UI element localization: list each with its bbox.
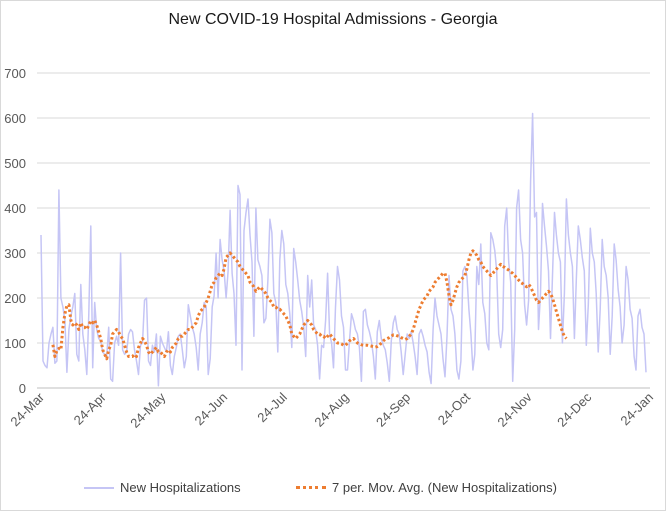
series-line-moving-average	[51, 249, 568, 361]
x-tick-label: 24-Oct	[435, 389, 473, 427]
legend-item-moving-average: 7 per. Mov. Avg. (New Hospitalizations)	[296, 480, 557, 495]
y-tick-label: 200	[4, 291, 26, 306]
y-tick-label: 100	[4, 336, 26, 351]
x-tick-label: 24-Apr	[71, 389, 110, 428]
series-line-new-hospitalizations	[40, 112, 647, 387]
x-tick-label: 24-Dec	[554, 389, 595, 430]
y-tick-label: 400	[4, 201, 26, 216]
x-tick-label: 24-Aug	[311, 390, 351, 430]
x-tick-label: 24-Nov	[494, 389, 535, 430]
x-tick-label: 24-Mar	[7, 389, 47, 429]
y-tick-label: 300	[4, 246, 26, 261]
y-tick-label: 0	[19, 381, 26, 396]
legend-label: New Hospitalizations	[120, 480, 241, 495]
x-tick-label: 24-Jan	[617, 390, 656, 429]
legend-swatch-solid	[84, 486, 114, 489]
y-tick-label: 500	[4, 156, 26, 171]
legend-label: 7 per. Mov. Avg. (New Hospitalizations)	[332, 480, 557, 495]
x-tick-label: 24-Jul	[254, 389, 290, 425]
x-tick-label: 24-Sep	[373, 390, 413, 430]
x-tick-label: 24-Jun	[191, 390, 230, 429]
legend-item-new-hospitalizations: New Hospitalizations	[84, 480, 241, 495]
chart-title: New COVID-19 Hospital Admissions - Georg…	[168, 11, 498, 28]
y-tick-label: 600	[4, 111, 26, 126]
legend-swatch-dotted	[296, 486, 326, 489]
y-tick-label: 700	[4, 66, 26, 81]
x-tick-label: 24-May	[127, 389, 169, 431]
chart-legend: New Hospitalizations 7 per. Mov. Avg. (N…	[0, 480, 666, 500]
